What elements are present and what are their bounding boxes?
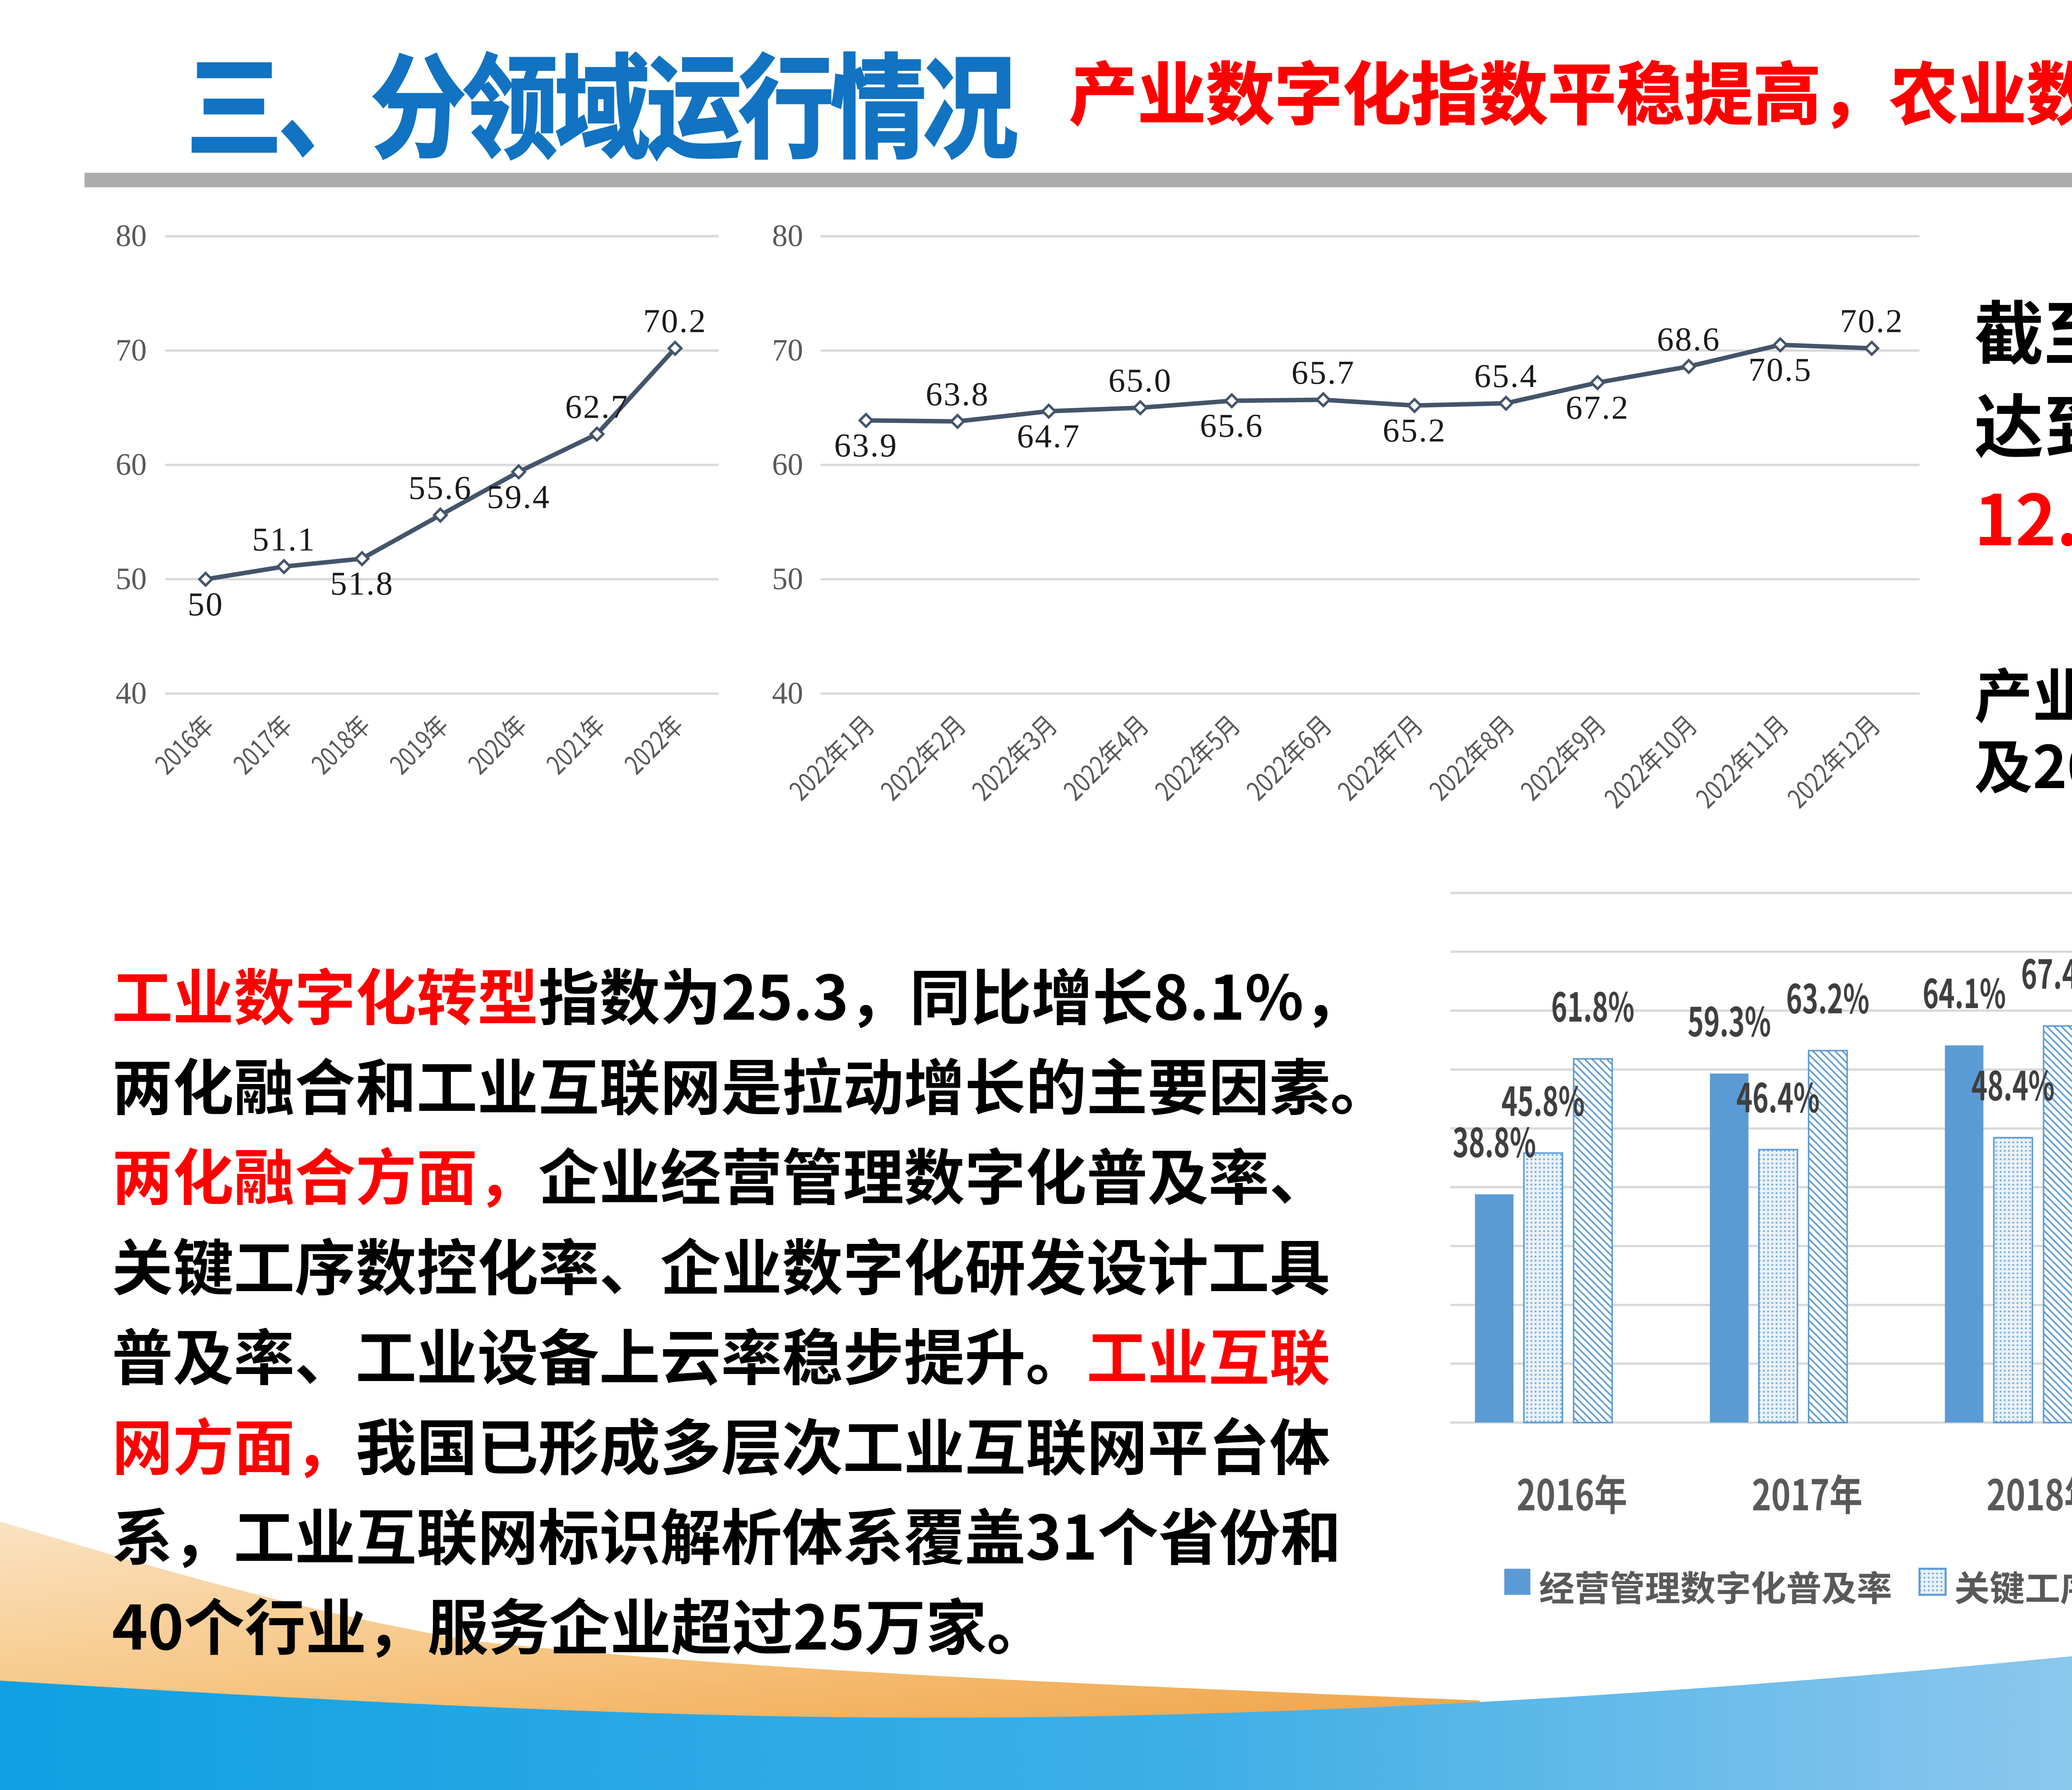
svg-text:2021年: 2021年	[537, 706, 612, 781]
svg-text:38.8%: 38.8%	[1453, 1111, 1536, 1168]
svg-text:46.4%: 46.4%	[1736, 1066, 1820, 1124]
svg-text:2016年: 2016年	[1517, 1462, 1627, 1523]
svg-text:40: 40	[772, 676, 803, 711]
svg-text:2017年: 2017年	[1752, 1462, 1862, 1523]
svg-text:63.8: 63.8	[926, 375, 990, 413]
svg-text:2022年9月: 2022年9月	[1511, 706, 1613, 808]
svg-text:63.2%: 63.2%	[1786, 968, 1869, 1025]
svg-text:51.1: 51.1	[252, 520, 316, 558]
svg-text:2022年11月: 2022年11月	[1686, 706, 1796, 815]
svg-text:60: 60	[116, 448, 147, 482]
svg-text:64.7: 64.7	[1017, 417, 1081, 455]
svg-text:65.7: 65.7	[1291, 354, 1355, 391]
svg-text:65.4: 65.4	[1474, 357, 1538, 394]
svg-text:关键工序数控化率: 关键工序数控化率	[1954, 1560, 2072, 1611]
svg-text:2022年8月: 2022年8月	[1420, 706, 1522, 808]
svg-text:2019年: 2019年	[380, 706, 456, 781]
svg-text:40: 40	[116, 676, 147, 711]
svg-text:70.5: 70.5	[1748, 351, 1812, 388]
svg-text:2022年5月: 2022年5月	[1145, 706, 1247, 808]
svg-text:80: 80	[772, 219, 803, 253]
svg-text:51.8: 51.8	[330, 565, 394, 602]
svg-text:2022年12月: 2022年12月	[1778, 706, 1887, 815]
svg-text:2022年2月: 2022年2月	[871, 706, 973, 808]
svg-text:68.6: 68.6	[1657, 320, 1721, 358]
svg-text:2022年10月: 2022年10月	[1595, 706, 1704, 815]
svg-text:2020年: 2020年	[458, 706, 534, 781]
svg-text:2022年3月: 2022年3月	[962, 706, 1064, 808]
svg-text:70: 70	[116, 333, 147, 368]
svg-text:2016年: 2016年	[145, 706, 221, 781]
svg-text:59.3%: 59.3%	[1688, 990, 1771, 1048]
svg-text:65.0: 65.0	[1109, 362, 1172, 399]
svg-text:63.9: 63.9	[834, 427, 898, 464]
svg-text:2017年: 2017年	[224, 706, 300, 781]
svg-text:67.4%: 67.4%	[2021, 943, 2072, 1000]
svg-text:48.4%: 48.4%	[1971, 1055, 2055, 1112]
svg-text:50: 50	[116, 562, 147, 596]
svg-text:2022年4月: 2022年4月	[1054, 706, 1156, 808]
svg-text:2018年: 2018年	[302, 706, 378, 781]
svg-text:80: 80	[116, 219, 147, 253]
svg-text:60: 60	[772, 448, 803, 482]
svg-text:59.4: 59.4	[487, 478, 551, 515]
svg-text:55.6: 55.6	[409, 469, 472, 506]
svg-text:61.8%: 61.8%	[1551, 975, 1634, 1033]
svg-text:64.1%: 64.1%	[1923, 962, 2006, 1020]
svg-text:2022年: 2022年	[615, 706, 691, 781]
svg-text:70.2: 70.2	[1840, 302, 1904, 340]
svg-text:2022年6月: 2022年6月	[1237, 706, 1339, 808]
svg-text:2018年: 2018年	[1987, 1462, 2072, 1523]
svg-text:45.8%: 45.8%	[1501, 1070, 1585, 1127]
svg-text:65.6: 65.6	[1200, 407, 1264, 444]
svg-text:经营管理数字化普及率: 经营管理数字化普及率	[1539, 1560, 1892, 1611]
svg-text:50: 50	[772, 562, 803, 596]
svg-text:2022年1月: 2022年1月	[779, 706, 881, 808]
svg-text:62.7: 62.7	[565, 388, 629, 426]
svg-text:2022年7月: 2022年7月	[1328, 706, 1430, 808]
svg-text:70: 70	[772, 333, 803, 368]
svg-text:67.2: 67.2	[1566, 389, 1629, 426]
svg-text:70.2: 70.2	[643, 302, 707, 340]
svg-text:50: 50	[188, 585, 224, 623]
svg-text:65.2: 65.2	[1383, 412, 1447, 449]
